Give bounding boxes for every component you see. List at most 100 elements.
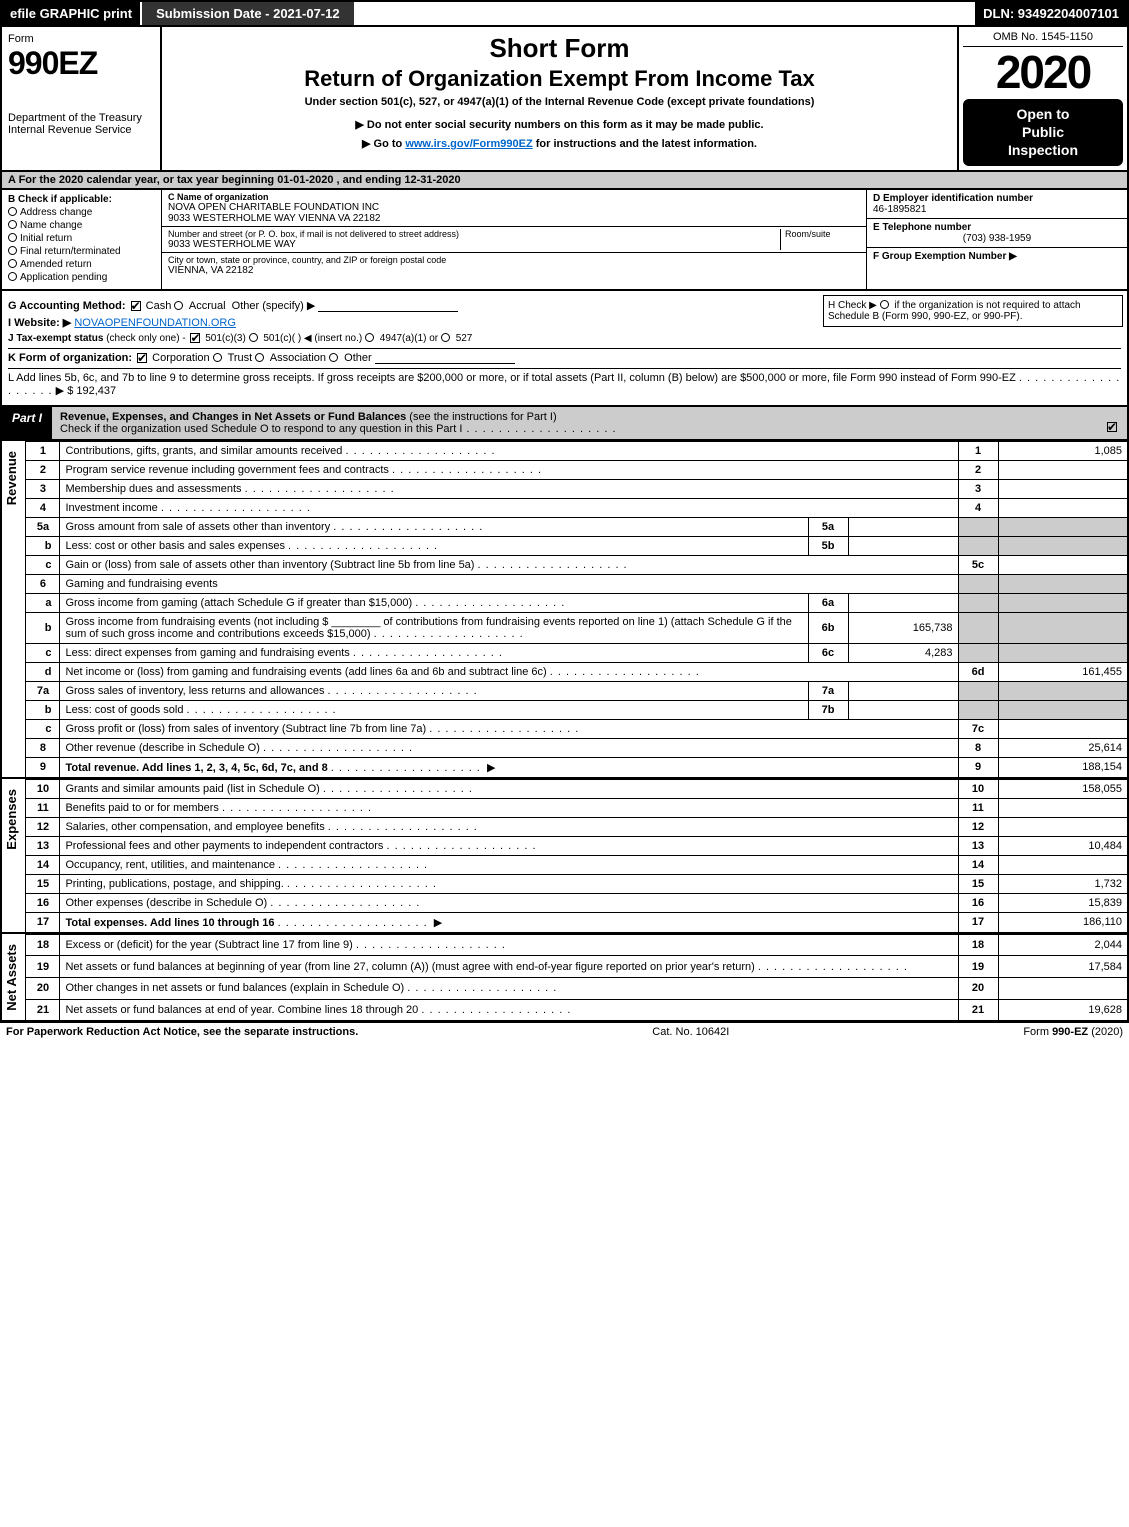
line-row: 16Other expenses (describe in Schedule O…	[26, 893, 1128, 912]
subline-value	[848, 517, 958, 536]
line-row: bLess: cost of goods sold 7b	[26, 700, 1128, 719]
line-desc: Net income or (loss) from gaming and fun…	[60, 662, 958, 681]
radio-accrual[interactable]	[174, 301, 183, 310]
line-row: 17Total expenses. Add lines 10 through 1…	[26, 912, 1128, 933]
subline-value	[848, 681, 958, 700]
line-col-number: 8	[958, 738, 998, 757]
irs-link[interactable]: www.irs.gov/Form990EZ	[405, 138, 532, 150]
line-row: 15Printing, publications, postage, and s…	[26, 874, 1128, 893]
radio-h-not-required[interactable]	[880, 300, 889, 309]
radio-trust[interactable]	[213, 353, 222, 362]
line-col-number: 9	[958, 757, 998, 778]
line-col-number: 20	[958, 977, 998, 999]
checkbox-corporation[interactable]	[137, 353, 147, 363]
line-desc: Less: cost or other basis and sales expe…	[60, 536, 808, 555]
line-col-number: 14	[958, 855, 998, 874]
line-row: 6Gaming and fundraising events	[26, 574, 1128, 593]
line-amount	[998, 460, 1128, 479]
line-number: 2	[26, 460, 60, 479]
h-box: H Check ▶ if the organization is not req…	[823, 295, 1123, 327]
line-number: 21	[26, 999, 60, 1021]
radio-527[interactable]	[441, 333, 450, 342]
line-desc: Printing, publications, postage, and shi…	[60, 874, 958, 893]
line-number: 15	[26, 874, 60, 893]
website-link[interactable]: NOVAOPENFOUNDATION.ORG	[74, 317, 236, 329]
line-row: cLess: direct expenses from gaming and f…	[26, 643, 1128, 662]
line-number: 20	[26, 977, 60, 999]
line-amount: 2,044	[998, 934, 1128, 956]
radio-501c[interactable]	[249, 333, 258, 342]
part1-title: Revenue, Expenses, and Changes in Net As…	[52, 407, 1097, 439]
line-row: 3Membership dues and assessments 3	[26, 479, 1128, 498]
line-number: 14	[26, 855, 60, 874]
title-short-form: Short Form	[172, 33, 947, 64]
radio-address-change[interactable]	[8, 207, 17, 216]
line-desc: Gain or (loss) from sale of assets other…	[60, 555, 958, 574]
footer-cat: Cat. No. 10642I	[652, 1026, 729, 1038]
line-col-number: 16	[958, 893, 998, 912]
radio-other-org[interactable]	[329, 353, 338, 362]
line-number: c	[26, 719, 60, 738]
checkbox-cash[interactable]	[131, 301, 141, 311]
dept-irs: Internal Revenue Service	[8, 124, 154, 136]
line-number: 5a	[26, 517, 60, 536]
checkbox-501c3[interactable]	[190, 333, 200, 343]
radio-application-pending[interactable]	[8, 272, 17, 281]
subline-value: 4,283	[848, 643, 958, 662]
line-number: 6	[26, 574, 60, 593]
line-number: 16	[26, 893, 60, 912]
line-col-number: 5c	[958, 555, 998, 574]
line-desc: Less: direct expenses from gaming and fu…	[60, 643, 808, 662]
radio-initial-return[interactable]	[8, 233, 17, 242]
radio-4947[interactable]	[365, 333, 374, 342]
j-label: J Tax-exempt status	[8, 333, 103, 344]
line-number: d	[26, 662, 60, 681]
line-number: c	[26, 555, 60, 574]
radio-final-return[interactable]	[8, 246, 17, 255]
j-4947: 4947(a)(1) or	[380, 333, 438, 344]
j-527: 527	[456, 333, 473, 344]
line-number: a	[26, 593, 60, 612]
line-row: cGain or (loss) from sale of assets othe…	[26, 555, 1128, 574]
line-col-number: 4	[958, 498, 998, 517]
subline-label: 5a	[808, 517, 848, 536]
dln-label: DLN: 93492204007101	[975, 2, 1127, 25]
radio-name-change[interactable]	[8, 220, 17, 229]
j-501c: 501(c)( ) ◀ (insert no.)	[263, 333, 362, 344]
line-number: 10	[26, 779, 60, 798]
line-row: 10Grants and similar amounts paid (list …	[26, 779, 1128, 798]
checkbox-part1-schedule-o[interactable]	[1107, 422, 1117, 432]
line-col-number: 2	[958, 460, 998, 479]
col-b-checkifapplicable: B Check if applicable: Address change Na…	[2, 190, 162, 289]
label-amended-return: Amended return	[20, 259, 92, 270]
col-b-title: B Check if applicable:	[8, 194, 155, 205]
rows-g-l: H Check ▶ if the organization is not req…	[0, 291, 1129, 407]
line-number: 8	[26, 738, 60, 757]
col-def: D Employer identification number 46-1895…	[867, 190, 1127, 289]
subline-label: 7a	[808, 681, 848, 700]
j-501c3: 501(c)(3)	[205, 333, 246, 344]
line-amount: 25,614	[998, 738, 1128, 757]
line-amount: 15,839	[998, 893, 1128, 912]
line-row: 18Excess or (deficit) for the year (Subt…	[26, 934, 1128, 956]
k-trust: Trust	[228, 352, 253, 364]
radio-association[interactable]	[255, 353, 264, 362]
efile-button[interactable]: efile GRAPHIC print	[2, 2, 140, 25]
k-other-input[interactable]	[375, 352, 515, 364]
org-name-addr: 9033 WESTERHOLME WAY VIENNA VA 22182	[168, 213, 860, 224]
part1-tab: Part I	[2, 407, 52, 439]
netassets-vlabel: Net Assets	[0, 934, 25, 1023]
line-row: bLess: cost or other basis and sales exp…	[26, 536, 1128, 555]
line-row: 1Contributions, gifts, grants, and simil…	[26, 441, 1128, 460]
line-amount	[998, 719, 1128, 738]
goto-link-line: ▶ Go to www.irs.gov/Form990EZ for instru…	[172, 137, 947, 150]
open2: Public	[967, 123, 1119, 141]
line-desc: Total expenses. Add lines 10 through 16 …	[60, 912, 958, 933]
radio-amended-return[interactable]	[8, 259, 17, 268]
line-row: 19Net assets or fund balances at beginni…	[26, 956, 1128, 978]
line-amount: 161,455	[998, 662, 1128, 681]
line-row: 5aGross amount from sale of assets other…	[26, 517, 1128, 536]
line-desc: Salaries, other compensation, and employ…	[60, 817, 958, 836]
g-other: Other (specify) ▶	[232, 300, 316, 312]
g-other-input[interactable]	[318, 300, 458, 312]
